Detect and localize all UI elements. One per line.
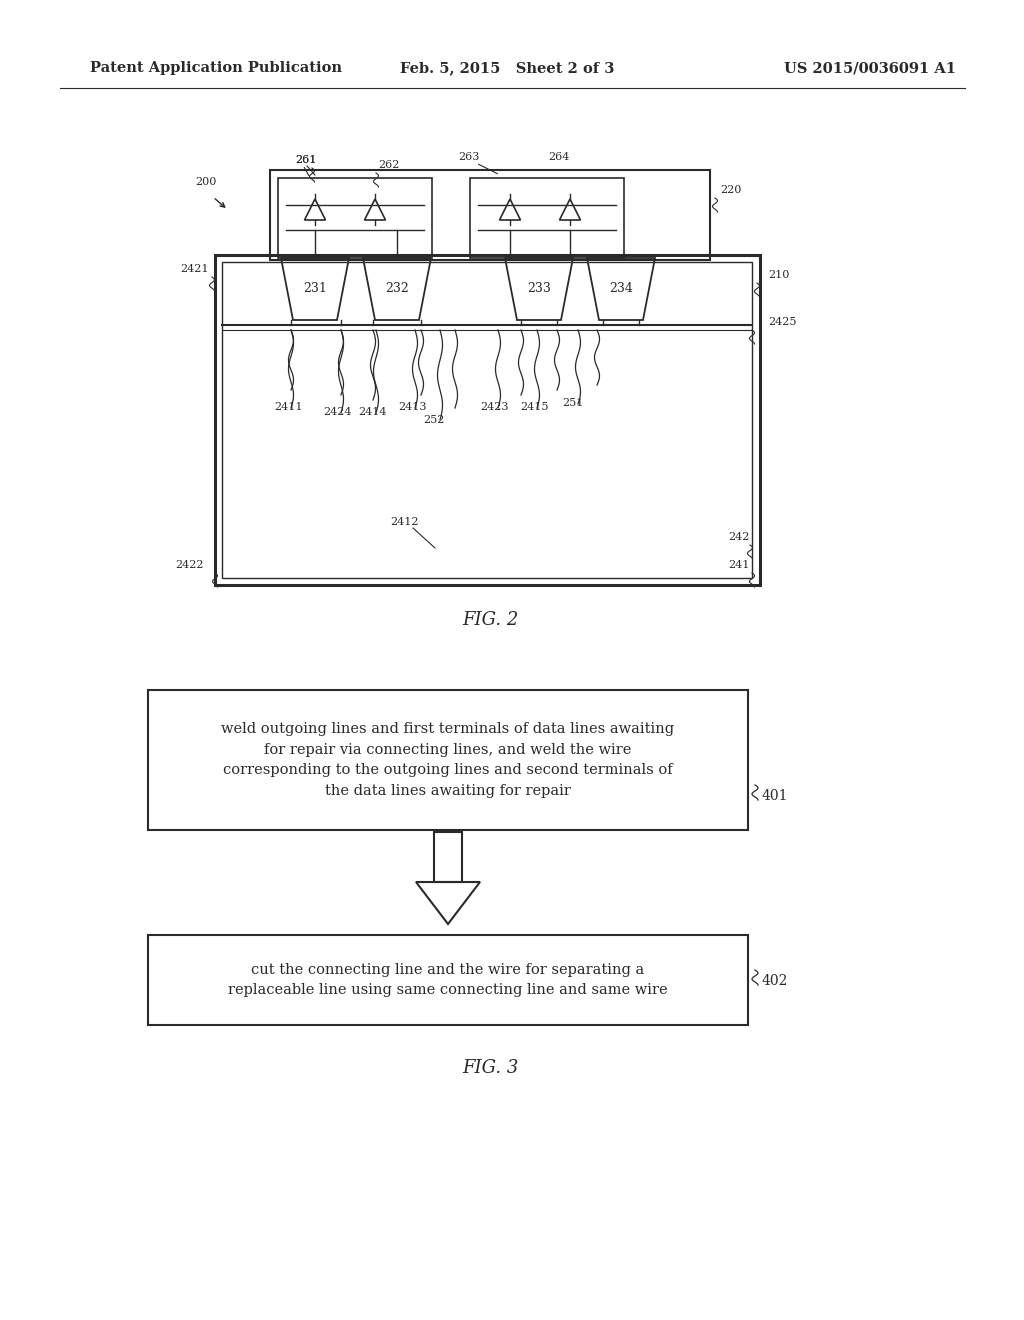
Bar: [470, 178, 624, 257]
Text: FIG. 2: FIG. 2: [462, 611, 518, 630]
Bar: [222, 261, 752, 578]
Text: US 2015/0036091 A1: US 2015/0036091 A1: [784, 61, 956, 75]
Text: 261: 261: [295, 154, 316, 165]
Text: 241: 241: [728, 560, 750, 570]
Text: FIG. 3: FIG. 3: [462, 1059, 518, 1077]
Text: 242: 242: [728, 532, 750, 543]
Bar: [270, 170, 710, 260]
Text: 2423: 2423: [480, 403, 509, 412]
Text: 210: 210: [768, 271, 790, 280]
Text: 200: 200: [195, 177, 216, 187]
Text: 2422: 2422: [175, 560, 204, 570]
Text: 2413: 2413: [398, 403, 427, 412]
Text: 2421: 2421: [180, 264, 209, 275]
Text: 2412: 2412: [390, 517, 419, 527]
Text: 233: 233: [527, 282, 551, 296]
Text: 2425: 2425: [768, 317, 797, 327]
Bar: [215, 255, 760, 585]
Text: 262: 262: [378, 160, 399, 170]
Text: 2411: 2411: [274, 403, 302, 412]
Text: 402: 402: [762, 974, 788, 987]
Text: 263: 263: [458, 152, 479, 162]
Text: 2424: 2424: [323, 407, 351, 417]
Text: 234: 234: [609, 282, 633, 296]
Bar: [148, 935, 748, 1026]
Text: 264: 264: [548, 152, 569, 162]
Bar: [148, 690, 748, 830]
Text: 231: 231: [303, 282, 327, 296]
Text: Feb. 5, 2015   Sheet 2 of 3: Feb. 5, 2015 Sheet 2 of 3: [400, 61, 614, 75]
Text: 220: 220: [720, 185, 741, 195]
Text: weld outgoing lines and first terminals of data lines awaiting
for repair via co: weld outgoing lines and first terminals …: [221, 722, 675, 797]
Bar: [278, 178, 432, 257]
Text: Patent Application Publication: Patent Application Publication: [90, 61, 342, 75]
Text: 2414: 2414: [358, 407, 386, 417]
Text: 252: 252: [423, 414, 444, 425]
Text: cut the connecting line and the wire for separating a
replaceable line using sam: cut the connecting line and the wire for…: [228, 962, 668, 998]
Text: 401: 401: [762, 789, 788, 803]
Text: 251: 251: [562, 399, 584, 408]
Text: 261: 261: [295, 154, 316, 165]
Text: 232: 232: [385, 282, 409, 296]
Text: 2415: 2415: [520, 403, 549, 412]
